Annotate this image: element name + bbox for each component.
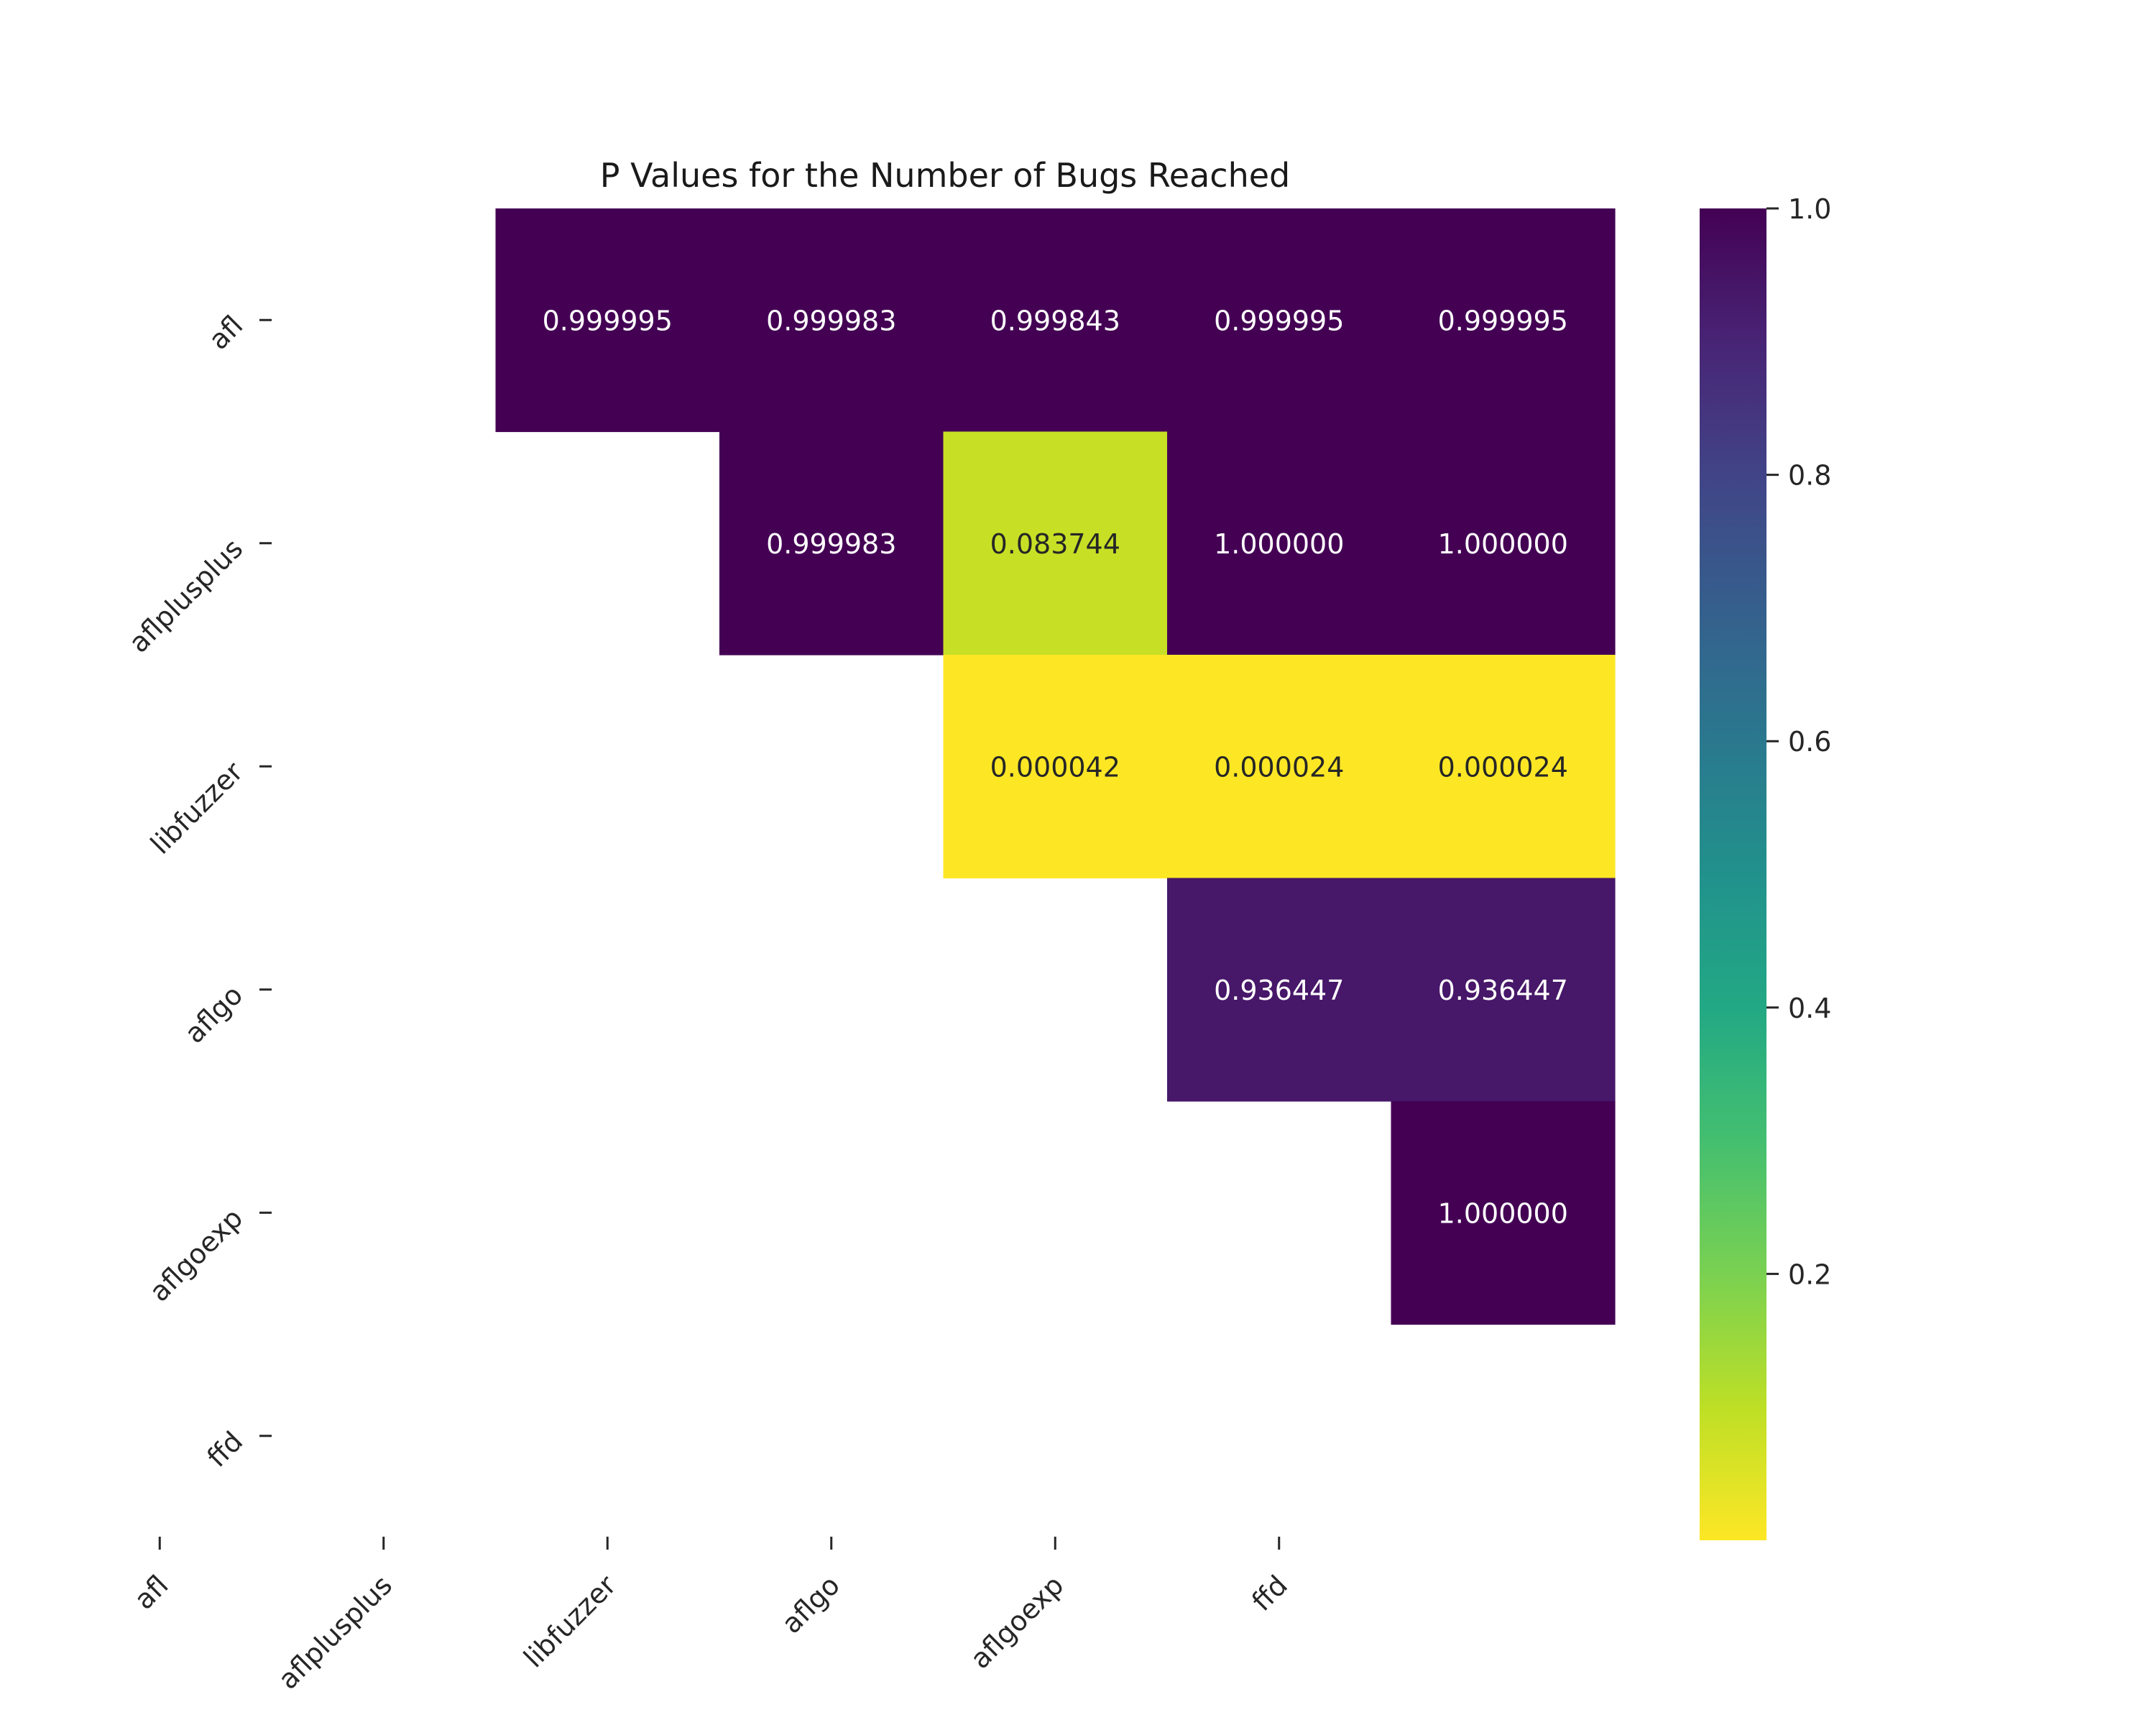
- cell-value-label: 0.999983: [766, 305, 896, 336]
- heatmap-cell-aflplusplus-aflgo: [943, 431, 1168, 656]
- colorbar-gradient: [1700, 208, 1766, 1540]
- x-tick-label: ffd: [1245, 1569, 1294, 1617]
- cell-value-label: 0.999995: [1214, 305, 1344, 336]
- y-tick-label: aflgoexp: [143, 1202, 249, 1308]
- y-tick-label: ffd: [201, 1425, 249, 1473]
- cell-value-label: 1.000000: [1438, 1197, 1568, 1229]
- x-axis: afl aflplusplus libfuzzer aflgo aflgoexp ffd: [128, 1537, 1294, 1696]
- heatmap-cells: 0.999995 0.999983 0.999843 0.999995 0.999995…: [495, 208, 1616, 1325]
- heatmap-cell-afl-aflgo: [943, 208, 1168, 433]
- x-tick-label: afl: [128, 1569, 175, 1616]
- heatmap-cell-afl-ffd: [1391, 208, 1616, 433]
- x-tick-label: aflgo: [775, 1569, 846, 1639]
- cell-value-label: 0.000024: [1214, 751, 1344, 783]
- colorbar-tick-label: 0.4: [1788, 993, 1831, 1024]
- x-tick-label: libfuzzer: [517, 1569, 622, 1674]
- colorbar: 0.2 0.4 0.6 0.8 1.0: [1700, 193, 1831, 1540]
- heatmap-cell-aflplusplus-ffd: [1391, 431, 1616, 656]
- colorbar-tick-label: 0.8: [1788, 460, 1831, 492]
- heatmap-cell-aflgoexp-ffd: [1391, 1101, 1616, 1325]
- heatmap-cell-libfuzzer-aflgo: [943, 655, 1168, 879]
- x-tick-label: aflplusplus: [272, 1569, 399, 1696]
- heatmap-cell-aflgo-ffd: [1391, 878, 1616, 1102]
- heatmap-cell-aflgo-aflgoexp: [1167, 878, 1392, 1102]
- y-axis: afl aflplusplus libfuzzer aflgo aflgoexp ffd: [123, 310, 272, 1473]
- heatmap-cell-libfuzzer-aflgoexp: [1167, 655, 1392, 879]
- y-tick-label: aflgo: [178, 979, 249, 1049]
- chart-title: P Values for the Number of Bugs Reached: [600, 156, 1290, 195]
- cell-value-label: 0.999995: [1438, 305, 1568, 336]
- heatmap-cell-aflplusplus-libfuzzer: [719, 431, 944, 656]
- cell-value-label: 1.000000: [1214, 528, 1344, 560]
- cell-value-label: 0.000042: [990, 751, 1120, 783]
- heatmap-cell-aflplusplus-aflgoexp: [1167, 431, 1392, 656]
- x-tick-label: aflgoexp: [964, 1569, 1070, 1675]
- heatmap-cell-afl-aflplusplus: [495, 208, 720, 433]
- colorbar-tick-label: 0.6: [1788, 726, 1831, 758]
- cell-value-label: 0.999995: [543, 305, 673, 336]
- cell-value-label: 0.999983: [766, 528, 896, 560]
- y-tick-label: aflplusplus: [123, 533, 249, 659]
- y-tick-label: libfuzzer: [144, 755, 249, 860]
- cell-value-label: 0.083744: [990, 528, 1120, 560]
- colorbar-tick-label: 0.2: [1788, 1259, 1831, 1290]
- cell-value-label: 0.999843: [990, 305, 1120, 336]
- cell-value-label: 0.936447: [1438, 975, 1568, 1006]
- cell-value-label: 0.936447: [1214, 975, 1344, 1006]
- heatmap-cell-afl-aflgoexp: [1167, 208, 1392, 433]
- cell-value-label: 0.000024: [1438, 751, 1568, 783]
- colorbar-tick-label: 1.0: [1788, 193, 1831, 225]
- heatmap-cell-afl-libfuzzer: [719, 208, 944, 433]
- y-tick-label: afl: [203, 310, 249, 356]
- heatmap-cell-libfuzzer-ffd: [1391, 655, 1616, 879]
- cell-value-label: 1.000000: [1438, 528, 1568, 560]
